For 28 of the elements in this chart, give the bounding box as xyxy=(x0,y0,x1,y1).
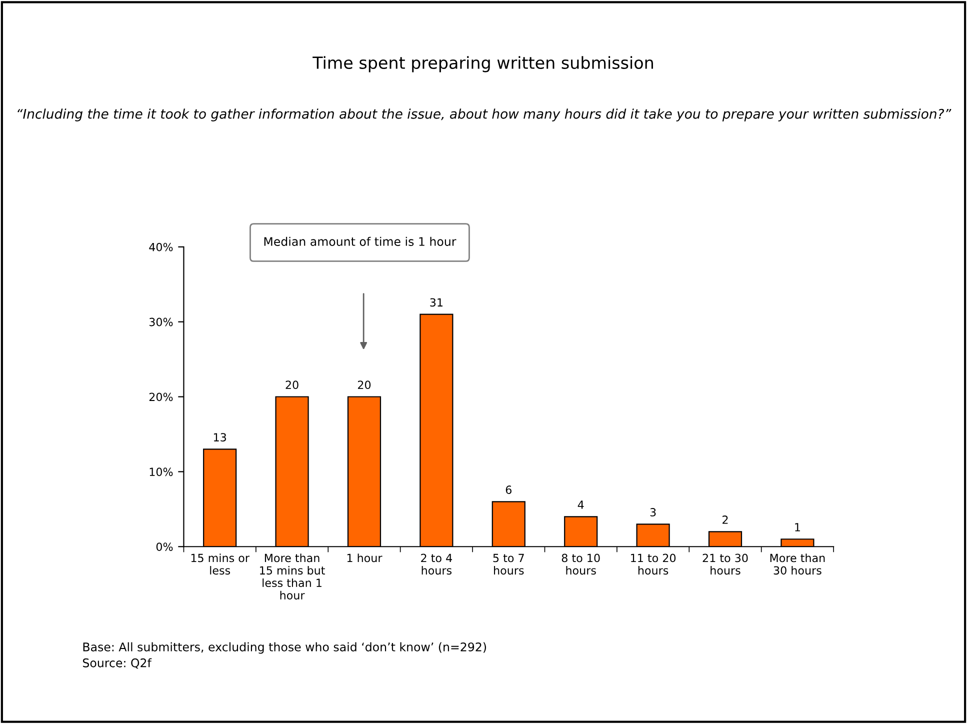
data-label: 4 xyxy=(578,500,584,509)
y-tick-label: 0% xyxy=(156,542,173,551)
x-tick-label: 21 to 30 hours xyxy=(702,554,748,575)
text: Base: All submitters, excluding those who said ‘don’t know’ (n=292) xyxy=(83,642,486,654)
y-tick-label: 20% xyxy=(149,392,173,402)
chart-subtitle: “Including the time it took to gather information about the issue, about how many hours did it take you to prepare your written submission?” xyxy=(18,108,952,122)
x-tick-label: More than 30 hours xyxy=(770,554,825,575)
y-tick-label: 10% xyxy=(150,468,173,476)
data-label: 20 xyxy=(286,380,298,390)
chart-title: Time spent preparing written submission xyxy=(312,56,653,72)
source-note: Source: Q2f xyxy=(82,658,152,669)
x-tick-label: 2 to 4 hours xyxy=(421,554,452,575)
text: Median amount of time is 1 hour xyxy=(264,236,456,246)
x-tick-label: 5 to 7 hours xyxy=(493,554,524,575)
data-label: 3 xyxy=(650,508,656,516)
x-tick-label: 1 hour xyxy=(347,554,382,562)
data-label: 2 xyxy=(722,516,728,524)
x-tick-label: 15 mins or less xyxy=(191,554,250,575)
data-label: 31 xyxy=(430,298,442,307)
data-label: 1 xyxy=(795,523,800,532)
x-tick-label: 11 to 20 hours xyxy=(631,554,676,575)
y-tick-label: 30% xyxy=(149,318,173,326)
x-tick-label: 8 to 10 hours xyxy=(562,554,600,575)
data-label: 6 xyxy=(506,486,512,494)
y-tick-label: 40% xyxy=(149,242,173,252)
data-label: 20 xyxy=(358,380,371,390)
x-tick-label: More than 15 mins but less than 1 hour xyxy=(260,554,325,600)
data-label: 13 xyxy=(214,433,226,442)
